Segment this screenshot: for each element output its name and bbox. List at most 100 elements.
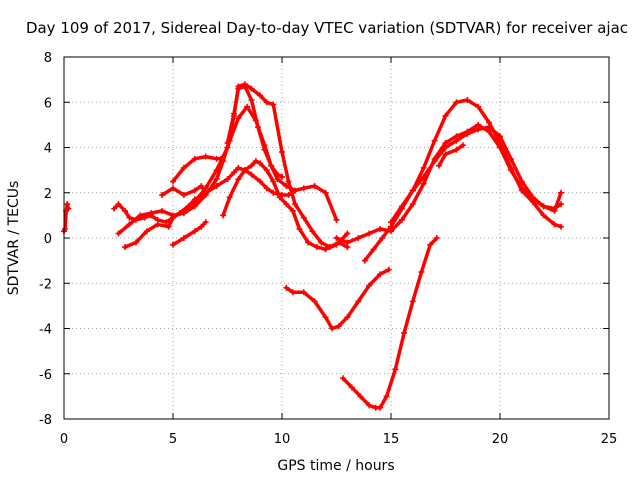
data-point xyxy=(285,192,292,199)
data-point xyxy=(340,375,347,382)
data-point xyxy=(180,207,187,214)
x-tick-label: 5 xyxy=(169,432,177,447)
series-trace xyxy=(341,236,439,410)
data-point xyxy=(453,146,460,153)
data-point xyxy=(283,201,290,208)
data-point xyxy=(551,207,558,214)
data-point xyxy=(248,85,255,92)
data-point xyxy=(231,169,238,176)
data-point xyxy=(159,207,166,214)
data-point xyxy=(355,235,362,241)
data-point xyxy=(305,239,312,246)
data-point xyxy=(231,110,238,117)
data-point xyxy=(111,205,118,212)
data-point xyxy=(431,137,438,144)
series-track-9 xyxy=(224,83,285,180)
data-point xyxy=(300,185,307,192)
data-point xyxy=(311,298,318,305)
data-point xyxy=(409,201,416,208)
data-point xyxy=(409,187,416,194)
data-point xyxy=(322,189,329,196)
series-trace xyxy=(225,84,284,179)
data-point xyxy=(311,182,318,189)
data-point xyxy=(329,325,336,332)
data-point xyxy=(202,189,209,196)
data-point xyxy=(165,223,172,230)
data-point xyxy=(475,103,482,110)
data-point xyxy=(170,241,176,248)
data-point xyxy=(244,103,251,110)
series-track-5 xyxy=(159,182,209,199)
data-point xyxy=(366,402,373,409)
plot-frame xyxy=(63,56,610,420)
data-point xyxy=(261,146,268,153)
data-point xyxy=(143,228,150,235)
data-point xyxy=(551,221,558,228)
data-point xyxy=(224,176,231,183)
data-point xyxy=(322,246,329,253)
data-point xyxy=(122,207,129,214)
data-point xyxy=(163,219,170,226)
data-point xyxy=(497,133,503,140)
x-tick-label: 15 xyxy=(383,432,400,447)
data-point xyxy=(126,214,133,221)
data-point xyxy=(427,241,434,248)
x-tick-label: 20 xyxy=(492,432,509,447)
data-point xyxy=(202,219,209,226)
y-tick-label: -4 xyxy=(39,323,52,338)
data-point xyxy=(283,284,290,291)
data-point xyxy=(180,164,187,171)
data-point xyxy=(217,155,224,162)
data-point xyxy=(289,207,296,214)
data-point xyxy=(366,230,373,237)
data-point xyxy=(540,212,547,219)
y-tick-label: 2 xyxy=(44,187,52,202)
data-point xyxy=(235,85,242,92)
data-point xyxy=(132,239,139,246)
data-point xyxy=(274,171,281,178)
data-point xyxy=(270,189,277,196)
data-point xyxy=(300,214,307,221)
data-point xyxy=(170,214,176,221)
data-point xyxy=(348,384,355,391)
data-point xyxy=(418,268,425,275)
series-track-6 xyxy=(170,219,209,248)
data-point xyxy=(191,198,198,205)
data-point xyxy=(333,235,340,241)
series-track-13 xyxy=(361,96,565,264)
series-track-1 xyxy=(61,201,72,235)
y-tick-label: -8 xyxy=(39,413,52,428)
data-point xyxy=(377,404,384,411)
data-point xyxy=(409,298,416,305)
data-point xyxy=(442,112,449,119)
data-point xyxy=(263,99,270,106)
series-track-8 xyxy=(220,158,351,253)
data-point xyxy=(435,162,442,169)
data-point xyxy=(255,124,262,131)
data-point xyxy=(191,228,198,235)
data-point xyxy=(459,142,466,149)
series-track-10 xyxy=(283,266,392,332)
series-track-15 xyxy=(435,142,466,169)
data-point xyxy=(213,182,220,189)
data-point xyxy=(241,83,248,90)
data-point xyxy=(180,192,187,199)
data-point xyxy=(333,216,340,223)
data-point xyxy=(475,126,482,133)
data-point xyxy=(433,235,440,241)
data-point xyxy=(122,244,129,251)
data-point xyxy=(276,194,283,201)
series-track-12 xyxy=(333,121,565,246)
series-track-11 xyxy=(340,235,440,411)
data-point xyxy=(159,192,166,199)
x-tick-label: 10 xyxy=(274,432,291,447)
data-point xyxy=(126,221,133,228)
data-point xyxy=(268,162,275,169)
data-point xyxy=(213,167,220,174)
data-point xyxy=(377,271,384,278)
data-point xyxy=(366,282,373,289)
series-trace xyxy=(437,143,465,168)
data-point xyxy=(270,178,277,185)
data-point xyxy=(518,187,525,194)
data-point xyxy=(420,164,427,171)
